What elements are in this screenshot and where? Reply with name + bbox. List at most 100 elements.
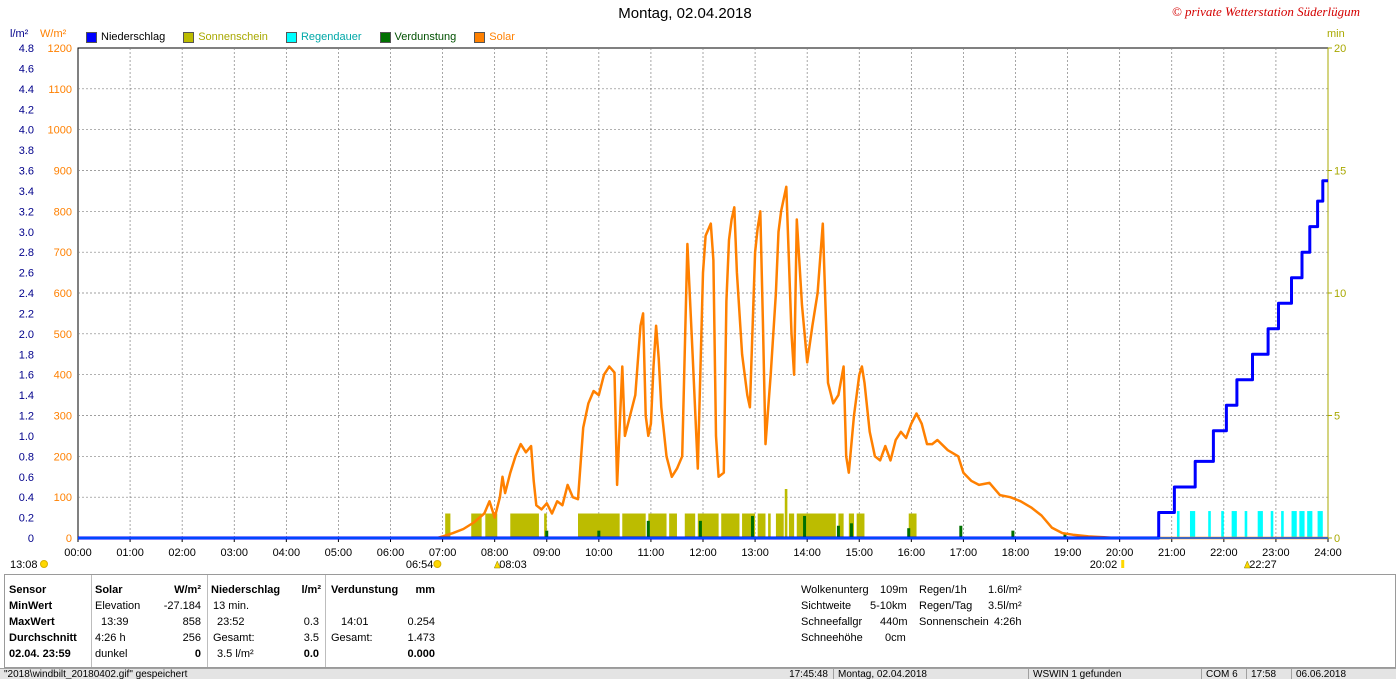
- legend-item-regendauer: Regendauer: [285, 31, 362, 43]
- solar-max-value: 858: [182, 616, 201, 628]
- rain-tick-label: 3.0: [19, 227, 34, 239]
- info-schneehoehe-label: Schneehöhe: [801, 632, 863, 644]
- x-tick-label: 19:00: [1054, 547, 1082, 559]
- stats-col-sensor: Sensor MinWert MaxWert Durchschnitt 02.0…: [5, 575, 92, 667]
- x-tick-label: 14:00: [793, 547, 821, 559]
- status-date: Montag, 02.04.2018: [833, 669, 1028, 679]
- solar-tick-label: 1200: [48, 43, 72, 55]
- sunset-icon: [1121, 560, 1125, 568]
- verdunstung-bar: [1063, 533, 1067, 538]
- sunshine-bar: [684, 513, 696, 538]
- x-tick-label: 01:00: [116, 547, 144, 559]
- sunshine-bar: [856, 513, 865, 538]
- evap-max-time: 14:01: [341, 616, 369, 628]
- sun-icon: [40, 560, 48, 568]
- series-line-niederschlag: [78, 179, 1328, 540]
- x-tick-label: 13:00: [741, 547, 769, 559]
- row-label-min: MinWert: [9, 600, 53, 612]
- sunshine-bar: [775, 513, 784, 538]
- legend-label: Niederschlag: [101, 31, 166, 43]
- legend-swatch: [86, 31, 97, 43]
- status-time: 17:45:48: [789, 669, 828, 679]
- sun-marker-label: 08:03: [499, 559, 527, 571]
- status-wswin: WSWIN 1 gefunden: [1028, 669, 1201, 679]
- header-solar: Solar: [95, 584, 123, 596]
- regendauer-bar: [1317, 511, 1323, 538]
- sunshine-bar: [908, 513, 917, 538]
- minute-tick-label: 10: [1334, 288, 1346, 300]
- rain-min-label: 13 min.: [213, 600, 250, 612]
- solar-tick-label: 600: [54, 288, 72, 300]
- x-tick-label: 20:00: [1106, 547, 1134, 559]
- sunshine-bar: [788, 513, 795, 538]
- status-today: 06.06.2018: [1291, 669, 1396, 679]
- legend-label: Sonnenschein: [198, 31, 268, 43]
- minutes-unit-label: min: [1327, 28, 1345, 40]
- solar-min-label: Elevation: [95, 600, 141, 612]
- solar-date-value: 0: [194, 648, 201, 660]
- rain-tick-label: 0.4: [19, 492, 34, 504]
- regendauer-bar: [1307, 511, 1313, 538]
- copyright-label: © private Wetterstation Süderlügum: [1171, 4, 1360, 19]
- evap-max-value: 0.254: [407, 616, 435, 628]
- verdunstung-bar: [750, 515, 754, 538]
- sunshine-bar: [838, 513, 844, 538]
- sunshine-bar: [757, 513, 766, 538]
- evap-avg-label: Gesamt:: [331, 632, 373, 644]
- evap-avg-value: 1.473: [407, 632, 435, 644]
- solar-tick-label: 800: [54, 206, 72, 218]
- legend-label: Verdunstung: [394, 31, 457, 43]
- rain-max-time: 23:52: [217, 616, 245, 628]
- row-label-date: 02.04. 23:59: [9, 648, 71, 660]
- info-schneehoehe: 0cm: [885, 632, 906, 644]
- row-label-max: MaxWert: [9, 616, 55, 628]
- legend-label: Regendauer: [300, 31, 362, 43]
- rain-tick-label: 0.2: [19, 513, 34, 525]
- header-solar-unit: W/m²: [174, 584, 201, 596]
- x-tick-label: 05:00: [325, 547, 353, 559]
- chart-title: Montag, 02.04.2018: [618, 5, 752, 22]
- info-panel: Wolkenunterg 109m Sichtweite 5-10km Schn…: [440, 574, 1396, 668]
- x-tick-label: 23:00: [1262, 547, 1290, 559]
- rain-date-label: 3.5 l/m²: [217, 648, 254, 660]
- rain-tick-label: 0: [28, 533, 34, 545]
- rain-tick-label: 2.4: [19, 288, 34, 300]
- weather-chart: 00:00 01:00 02:00 03:00 04:00 05:00 06:00 07:00…: [10, 43, 1346, 571]
- verdunstung-bar: [698, 520, 702, 538]
- moon-icon: [493, 560, 501, 569]
- solar-tick-label: 300: [54, 411, 72, 423]
- verdunstung-bar: [646, 520, 650, 538]
- solar-tick-label: 0: [66, 533, 72, 545]
- sunshine-bar: [697, 513, 719, 538]
- minute-tick-label: 5: [1334, 411, 1340, 423]
- info-sichtweite-label: Sichtweite: [801, 600, 852, 612]
- info-sonnenschein-label: Sonnenschein: [919, 616, 989, 628]
- x-tick-label: 10:00: [585, 547, 613, 559]
- sunshine-bar: [544, 513, 547, 538]
- series-line-solar: [78, 185, 1328, 540]
- legend-swatch: [285, 31, 297, 43]
- x-tick-label: 00:00: [64, 547, 92, 559]
- rain-tick-label: 3.2: [19, 206, 34, 218]
- rain-tick-label: 3.6: [19, 166, 34, 178]
- x-tick-label: 21:00: [1158, 547, 1186, 559]
- sunshine-bar: [471, 513, 482, 538]
- info-regen1h-label: Regen/1h: [919, 584, 967, 596]
- sunshine-bar: [445, 513, 451, 538]
- verdunstung-bar: [907, 528, 911, 538]
- rain-tick-label: 0.6: [19, 472, 34, 484]
- rain-tick-label: 4.0: [19, 125, 34, 137]
- regendauer-bar: [1189, 511, 1196, 538]
- regendauer-bar: [1270, 511, 1274, 538]
- rain-tick-label: 0.8: [19, 451, 34, 463]
- sunshine-bar: [648, 513, 667, 538]
- legend-item-solar: Solar: [474, 31, 515, 43]
- status-file: "2018\windbilt_20180402.gif" gespeichert…: [0, 669, 832, 679]
- info-regen1h: 1.6l/m²: [988, 584, 1022, 596]
- verdunstung-bar: [959, 525, 963, 538]
- legend-swatch: [183, 31, 195, 43]
- x-tick-label: 15:00: [845, 547, 873, 559]
- header-sensor: Sensor: [9, 584, 47, 596]
- sunshine-bar: [796, 513, 836, 538]
- header-rain-unit: l/m²: [301, 584, 321, 596]
